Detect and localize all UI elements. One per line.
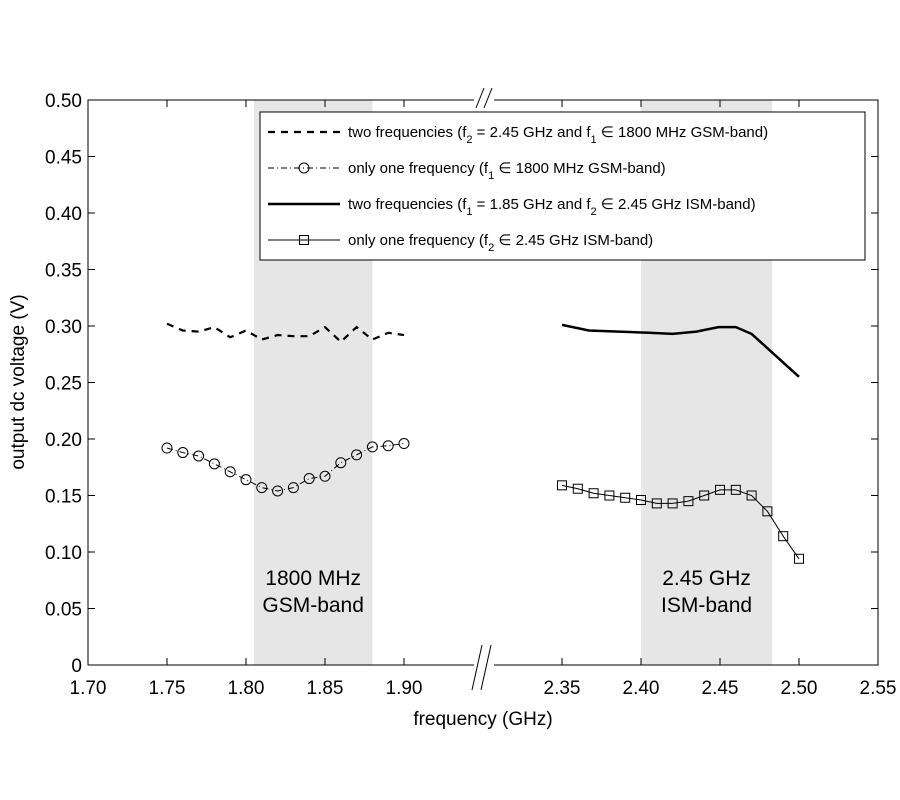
- x-axis-label: frequency (GHz): [413, 709, 552, 730]
- circle-marker: [193, 450, 205, 462]
- y-tick-label: 0.40: [45, 204, 82, 225]
- legend-entry: only one frequency (f1 ∈ 1800 MHz GSM-ba…: [348, 160, 666, 182]
- series-line: [561, 484, 800, 560]
- y-tick-label: 0.35: [45, 261, 82, 282]
- x-tick-label: 2.40: [623, 678, 660, 699]
- axis-ticks: 1.70 1.75 1.80 1.85 1.90 2.35 2.40 2.45 2.50 2.55…: [45, 91, 896, 699]
- y-axis-label: output dc voltage (V): [8, 294, 29, 469]
- series-line: [166, 322, 405, 344]
- circle-marker: [287, 482, 299, 494]
- circle-marker: [319, 470, 331, 482]
- square-marker: [572, 483, 583, 494]
- square-marker: [557, 480, 567, 491]
- square-marker: [667, 498, 678, 509]
- legend-subscript: 2: [488, 242, 494, 254]
- legend-text: = 2.45 GHz and f: [473, 124, 592, 141]
- axis-break-marks: [471, 87, 494, 691]
- y-tick-label: 0.50: [45, 91, 82, 112]
- x-tick-label: 2.55: [860, 678, 897, 699]
- square-marker: [299, 235, 309, 245]
- y-tick-label: 0: [71, 656, 82, 677]
- band-label: ISM-band: [661, 594, 752, 617]
- x-tick-label: 2.35: [544, 678, 581, 699]
- y-tick-label: 0.45: [45, 148, 82, 169]
- y-tick-label: 0.20: [45, 430, 82, 451]
- y-tick-label: 0.30: [45, 317, 82, 338]
- circle-marker: [208, 458, 220, 470]
- y-tick-label: 0.05: [45, 600, 82, 621]
- circle-marker: [335, 457, 347, 469]
- circle-marker: [224, 466, 236, 478]
- square-marker: [651, 498, 662, 509]
- band-label: 1800 MHz: [265, 567, 361, 590]
- square-marker: [778, 531, 789, 542]
- y-tick-label: 0.10: [45, 543, 82, 564]
- square-marker: [604, 490, 615, 501]
- circle-marker: [298, 162, 310, 174]
- x-tick-label: 1.75: [149, 678, 186, 699]
- square-marker: [730, 484, 741, 495]
- legend: two frequencies (f2 = 2.45 GHz and f1 ∈ …: [259, 111, 866, 261]
- square-marker: [683, 496, 694, 507]
- circle-marker: [303, 473, 315, 485]
- legend-text: ∈ 1800 MHz GSM-band): [494, 160, 665, 177]
- legend-entry: two frequencies (f1 = 1.85 GHz and f2 ∈ …: [348, 196, 756, 218]
- square-marker: [699, 490, 710, 501]
- circle-marker: [177, 447, 189, 459]
- legend-text: only one frequency (f: [348, 232, 489, 249]
- square-marker: [636, 495, 646, 506]
- legend-subscript: 1: [591, 134, 597, 146]
- y-tick-label: 0.15: [45, 487, 82, 508]
- legend-text: two frequencies (f: [348, 196, 467, 213]
- x-tick-label: 1.80: [228, 678, 265, 699]
- x-tick-label: 1.85: [307, 678, 344, 699]
- circle-marker: [161, 442, 173, 454]
- legend-entry: only one frequency (f2 ∈ 2.45 GHz ISM-ba…: [348, 232, 653, 254]
- square-marker: [715, 484, 725, 495]
- band-label: 2.45 GHz: [662, 567, 751, 590]
- square-marker: [762, 506, 773, 517]
- x-tick-label: 2.45: [702, 678, 739, 699]
- series-lines: [161, 322, 804, 564]
- circle-marker: [256, 482, 268, 494]
- legend-text: ∈ 2.45 GHz ISM-band): [597, 196, 756, 213]
- series-line: [166, 443, 405, 492]
- square-marker: [588, 488, 599, 499]
- legend-text: two frequencies (f: [348, 124, 467, 141]
- circle-marker: [272, 485, 284, 497]
- circle-marker: [382, 440, 394, 452]
- x-tick-label: 2.50: [781, 678, 818, 699]
- legend-subscript: 1: [466, 206, 472, 218]
- square-marker: [794, 553, 804, 564]
- series-line: [561, 323, 800, 378]
- legend-subscript: 2: [591, 206, 597, 218]
- legend-subscript: 1: [488, 170, 494, 182]
- legend-text: only one frequency (f: [348, 160, 489, 177]
- circle-marker: [240, 474, 252, 486]
- legend-text: ∈ 1800 MHz GSM-band): [597, 124, 768, 141]
- legend-subscript: 2: [466, 134, 472, 146]
- square-marker: [620, 492, 631, 503]
- legend-entry: two frequencies (f2 = 2.45 GHz and f1 ∈ …: [348, 124, 768, 146]
- circle-marker: [351, 449, 363, 461]
- legend-text: ∈ 2.45 GHz ISM-band): [494, 232, 653, 249]
- legend-text: = 1.85 GHz and f: [473, 196, 592, 213]
- band-label: GSM-band: [262, 594, 364, 617]
- x-tick-label: 1.90: [386, 678, 423, 699]
- x-tick-label: 1.70: [70, 678, 107, 699]
- circle-marker: [366, 441, 378, 453]
- square-marker: [746, 490, 757, 501]
- circle-marker: [398, 438, 410, 450]
- y-tick-label: 0.25: [45, 374, 82, 395]
